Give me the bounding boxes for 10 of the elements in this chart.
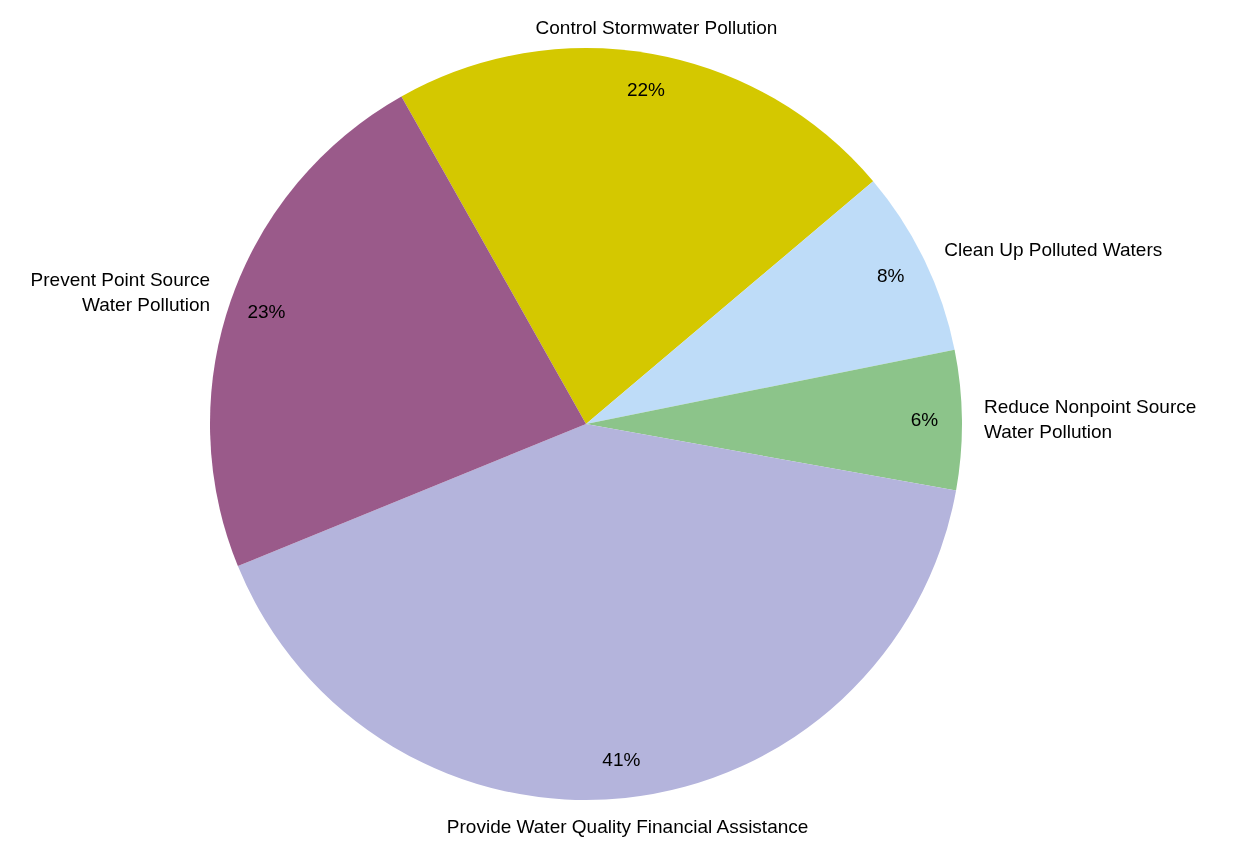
data-label: 22% bbox=[626, 79, 666, 101]
slice-label: Clean Up Polluted Waters bbox=[944, 239, 1163, 261]
slice-label: Reduce Nonpoint Source Water Pollution bbox=[983, 395, 1197, 442]
data-label: 6% bbox=[910, 408, 939, 430]
slice-label: Control Stormwater Pollution bbox=[535, 16, 778, 38]
slice-label: Provide Water Quality Financial Assistance bbox=[446, 816, 809, 838]
data-label: 8% bbox=[876, 264, 905, 286]
slice-label: Prevent Point Source Water Pollution bbox=[30, 268, 211, 315]
data-label: 23% bbox=[247, 300, 286, 322]
data-label: 41% bbox=[602, 748, 641, 770]
